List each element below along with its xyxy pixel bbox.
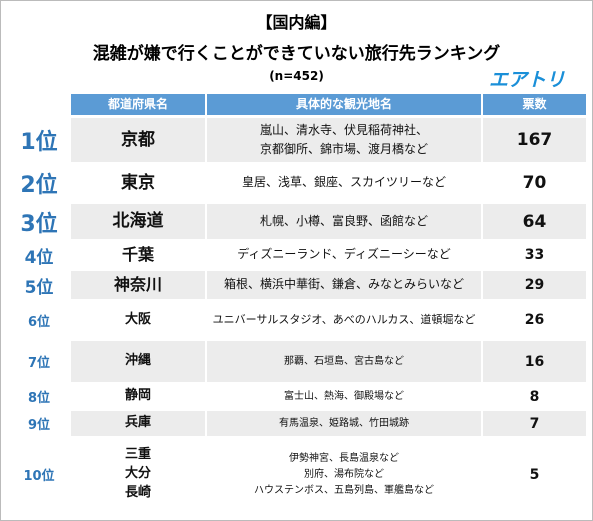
votes: 70 [522,173,547,193]
prefecture-cell: 千葉 [71,241,205,269]
votes-cell: 70 [483,164,586,202]
places: 箱根、横浜中華街、鎌倉、みなとみらいなど [223,277,464,292]
prefecture-cell: 北海道 [71,204,205,239]
rank-label: 9位 [27,418,51,433]
rank-label: 2位 [20,173,58,198]
places-cell: 嵐山、清水寺、伏見稲荷神社、 京都御所、錦市場、渡月橋など [207,118,481,162]
prefecture: 三重 [124,447,151,463]
prefecture: 京都 [121,129,155,150]
places: 那覇、石垣島、宮古島など [284,355,404,367]
rank-label: 1位 [20,130,58,155]
rank-label: 6位 [27,314,51,330]
places-cell: 箱根、横浜中華街、鎌倉、みなとみらいなど [207,271,481,299]
places: 富士山、熱海、御殿場など [284,390,404,402]
prefecture: 神奈川 [113,275,162,295]
places-cell: 富士山、熱海、御殿場など [207,384,481,409]
votes: 7 [529,415,540,432]
places-cell: ユニバーサルスタジオ、あべのハルカス、道頓堀など [207,301,481,339]
votes-cell: 7 [483,411,586,436]
places: 京都御所、錦市場、渡月橋など [259,142,428,156]
places: ユニバーサルスタジオ、あべのハルカス、道頓堀など [212,313,476,327]
votes: 33 [524,247,545,263]
places-cell: 那覇、石垣島、宮古島など [207,341,481,382]
places: 札幌、小樽、富良野、函館など [259,213,428,228]
votes: 8 [529,388,540,405]
votes-cell: 167 [483,118,586,162]
prefecture: 静岡 [124,388,151,404]
header-title: 混雑が嫌で行くことができていない旅行先ランキング [92,44,501,64]
votes-cell: 26 [483,301,586,339]
column-header: 票数 [483,94,586,115]
places-cell: 有馬温泉、姫路城、竹田城跡 [207,411,481,436]
sample-size: (n=452) [269,69,324,83]
prefecture-cell: 静岡 [71,384,205,409]
votes: 64 [522,211,547,232]
column-header: 都道府県名 [71,94,205,115]
prefecture: 兵庫 [124,415,151,431]
rank-label: 10位 [23,469,55,484]
votes-cell: 64 [483,204,586,239]
prefecture-cell: 神奈川 [71,271,205,299]
prefecture: 長崎 [124,484,151,500]
votes: 16 [524,353,545,370]
places: ハウステンボス、五島列島、軍艦島など [254,484,434,496]
rank-label: 7位 [27,356,51,371]
prefecture: 大阪 [124,311,151,327]
rank-label: 3位 [20,211,58,237]
places-cell: ディズニーランド、ディズニーシーなど [207,241,481,269]
votes: 5 [529,466,540,483]
column-header: 具体的な観光地名 [207,94,481,115]
prefecture-cell: 沖縄 [71,341,205,382]
prefecture-cell: 兵庫 [71,411,205,436]
rank-label: 8位 [27,391,51,406]
logo: エアトリ [489,69,566,91]
rank-label: 4位 [24,247,54,268]
places: 別府、湯布院など [304,468,384,480]
votes: 26 [524,312,545,328]
places: 伊勢神宮、長島温泉など [289,452,399,464]
prefecture: 東京 [121,172,155,193]
prefecture-cell: 三重 大分 長崎 [71,438,205,511]
votes-cell: 8 [483,384,586,409]
prefecture: 北海道 [112,211,164,232]
votes: 167 [516,130,553,150]
prefecture-cell: 東京 [71,164,205,202]
prefecture-cell: 大阪 [71,301,205,339]
votes-cell: 16 [483,341,586,382]
prefecture: 大分 [124,466,151,482]
places-cell: 伊勢神宮、長島温泉など 別府、湯布院などハウステンボス、五島列島、軍艦島など [207,438,481,511]
places: 有馬温泉、姫路城、竹田城跡 [279,417,409,429]
header-tag: 【国内編】 [256,13,337,32]
places: 嵐山、清水寺、伏見稲荷神社、 [259,122,428,137]
votes-cell: 5 [483,438,586,511]
places-cell: 札幌、小樽、富良野、函館など [207,204,481,239]
votes: 29 [524,277,545,293]
prefecture-cell: 京都 [71,118,205,162]
places-cell: 皇居、浅草、銀座、スカイツリーなど [207,164,481,202]
rank-label: 5位 [24,277,54,298]
prefecture: 千葉 [121,245,154,265]
votes-cell: 33 [483,241,586,269]
votes-cell: 29 [483,271,586,299]
places: 皇居、浅草、銀座、スカイツリーなど [241,175,446,190]
prefecture: 沖縄 [124,353,151,369]
places: ディズニーランド、ディズニーシーなど [237,247,451,262]
